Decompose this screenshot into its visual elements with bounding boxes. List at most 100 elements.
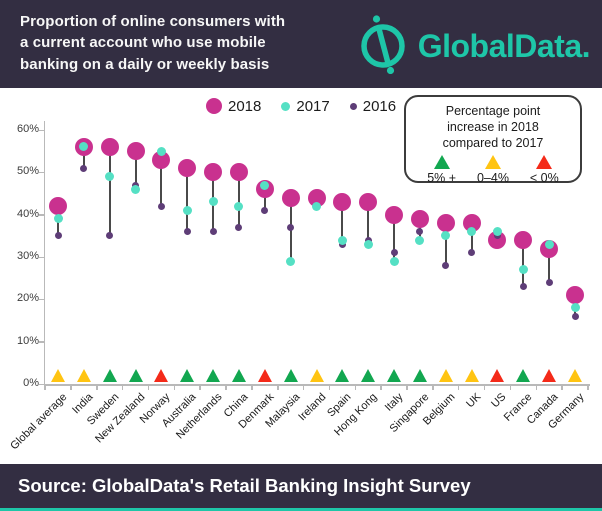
change-triangle-icon <box>283 369 298 382</box>
x-axis-tick <box>509 384 512 390</box>
yellow-triangle-icon <box>484 155 501 169</box>
data-point-2017 <box>337 235 347 245</box>
lollipop-stem <box>186 168 189 232</box>
data-point-2017 <box>389 256 399 266</box>
y-axis-tick <box>39 383 45 385</box>
y-axis-tick-label: 10% <box>16 334 39 347</box>
x-axis-tick <box>406 384 408 390</box>
data-point-2016 <box>545 278 553 286</box>
legend-label-2016: 2016 <box>362 97 397 115</box>
data-point-2017 <box>312 201 321 211</box>
data-point-2017 <box>208 197 218 207</box>
data-point-2017 <box>79 142 89 152</box>
data-point-2017 <box>363 239 373 249</box>
change-key-green: 5% + <box>417 155 467 185</box>
x-axis-tick <box>277 384 279 390</box>
y-axis-tick-label: 20% <box>16 292 39 305</box>
lollipop-stem <box>367 201 370 245</box>
data-point-2017 <box>415 235 425 245</box>
data-point-2018 <box>152 150 171 169</box>
data-point-2018 <box>333 192 352 211</box>
x-axis-tick <box>302 384 305 390</box>
data-point-2017 <box>53 214 63 224</box>
change-triangle-icon <box>76 369 91 382</box>
change-key-row: 5% + 0–4% < 0% <box>406 155 580 185</box>
x-axis-tick <box>561 384 563 390</box>
legend-label-2018: 2018 <box>228 97 262 115</box>
change-triangle-icon <box>412 369 427 382</box>
x-axis-tick <box>535 384 537 390</box>
data-point-2018 <box>100 137 119 156</box>
change-triangle-icon <box>154 369 169 382</box>
x-axis-tick <box>587 384 589 390</box>
y-axis-tick <box>39 129 45 131</box>
y-axis-tick-label: 50% <box>16 165 39 178</box>
header-bar: Proportion of online consumers with a cu… <box>0 0 602 88</box>
x-axis-tick <box>70 384 72 390</box>
legend-item-2017: 2017 <box>281 98 330 115</box>
data-point-2016 <box>519 283 527 291</box>
data-point-2017 <box>260 180 270 190</box>
legend-dot-2018 <box>206 98 222 114</box>
data-point-2016 <box>157 202 165 210</box>
data-point-2018 <box>281 188 300 207</box>
data-point-2018 <box>359 192 378 211</box>
change-triangle-icon <box>438 369 453 382</box>
lollipop-stem <box>134 151 137 190</box>
change-triangle-icon <box>309 369 324 382</box>
y-axis-tick <box>39 298 45 301</box>
data-point-2018 <box>49 197 67 216</box>
change-triangle-icon <box>387 369 402 382</box>
data-point-2017 <box>467 227 477 237</box>
data-point-2018 <box>126 142 145 161</box>
legend-item-2018: 2018 <box>206 98 261 115</box>
data-point-2018 <box>229 163 248 182</box>
source-text: Source: GlobalData's Retail Banking Insi… <box>18 475 471 496</box>
change-key-box: Percentage point increase in 2018 compar… <box>404 95 582 185</box>
lollipop-stem <box>444 223 447 266</box>
x-axis-line <box>45 384 590 386</box>
x-axis-tick <box>44 384 46 390</box>
data-point-2016 <box>235 223 243 231</box>
data-point-2017 <box>518 265 528 275</box>
page-title: Proportion of online consumers with a cu… <box>20 13 286 73</box>
change-triangle-icon <box>361 369 376 382</box>
y-axis-tick <box>39 256 45 258</box>
x-axis-tick <box>328 384 331 390</box>
data-point-2016 <box>390 249 398 257</box>
data-point-2016 <box>571 312 579 320</box>
data-point-2017 <box>441 231 451 241</box>
data-point-2017 <box>182 205 192 215</box>
data-point-2018 <box>410 209 429 228</box>
lollipop-stem <box>263 189 266 211</box>
change-triangle-icon <box>206 369 221 382</box>
lollipop-stem <box>548 248 551 283</box>
green-triangle-icon <box>433 155 450 169</box>
data-point-2017 <box>570 303 580 313</box>
data-point-2018 <box>178 159 197 178</box>
change-triangle-icon <box>516 369 531 382</box>
data-point-2017 <box>286 256 296 266</box>
y-axis-tick-label: 60% <box>16 123 39 135</box>
x-axis-tick <box>457 384 460 390</box>
data-point-2016 <box>80 164 88 172</box>
x-axis-tick <box>121 384 124 390</box>
data-point-2018 <box>566 286 584 305</box>
x-axis-tick <box>199 384 201 390</box>
data-point-2018 <box>385 205 404 224</box>
lollipop-stem <box>341 201 344 245</box>
change-triangle-icon <box>490 369 505 382</box>
y-axis-tick-label: 40% <box>16 207 39 220</box>
change-key-yellow: 0–4% <box>468 155 518 185</box>
lollipop-stem <box>82 146 85 169</box>
change-triangle-icon <box>128 369 143 382</box>
yellow-triangle-label: 0–4% <box>476 171 509 185</box>
lollipop-stem <box>393 214 396 262</box>
data-point-2018 <box>307 188 326 207</box>
data-point-2016 <box>416 228 424 236</box>
lollipop-stem <box>160 159 163 207</box>
red-triangle-label: < 0% <box>529 171 559 185</box>
x-axis-tick <box>354 384 357 390</box>
y-axis-line <box>43 121 45 385</box>
